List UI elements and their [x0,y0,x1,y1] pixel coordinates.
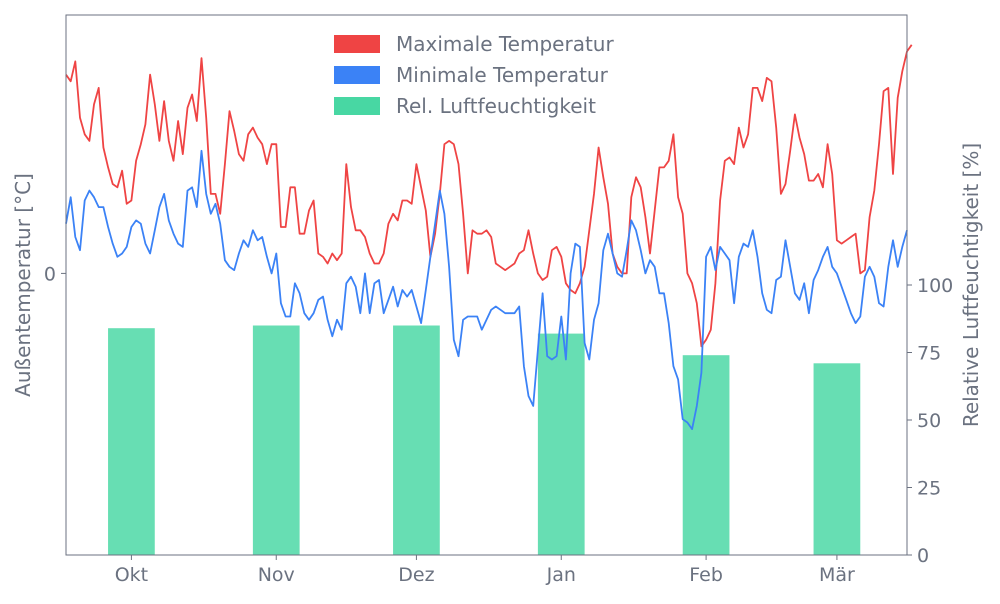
right-tick-label: 100 [917,275,953,297]
left-tick-label: 0 [44,263,56,285]
min-temperature-line [65,149,908,431]
legend-label: Rel. Luftfeuchtigkeit [396,94,596,118]
x-tick-label: Dez [398,564,434,586]
y-axis-right-label: Relative Luftfeuchtigkeit [%] [959,143,983,427]
x-axis-ticks: Okt Nov Dez Jan Feb Mär [115,555,855,586]
humidity-bar [813,363,861,555]
y-axis-left-label: Außentemperatur [°C] [11,173,35,397]
x-tick-label: Feb [689,564,723,586]
x-tick-label: Okt [115,564,148,586]
humidity-bar [537,333,585,555]
right-axis-ticks: 0 25 50 75 100 [907,275,953,567]
right-tick-label: 75 [917,343,941,365]
right-tick-label: 25 [917,478,941,500]
x-tick-label: Mär [819,564,855,586]
legend-label: Minimale Temperatur [396,63,609,87]
legend-label: Maximale Temperatur [396,32,614,56]
legend: Maximale Temperatur Minimale Temperatur Re… [334,32,614,118]
right-tick-label: 0 [917,545,929,567]
legend-swatch [334,97,380,115]
left-axis-ticks: 0 [44,263,66,285]
humidity-bar [108,328,155,555]
max-temperature-line [65,44,913,348]
humidity-bar [252,325,300,555]
x-tick-label: Nov [258,564,295,586]
x-tick-label: Jan [546,564,576,586]
humidity-bar [682,355,730,555]
humidity-bars [108,325,861,555]
legend-swatch [334,66,380,84]
temperature-lines [65,44,913,431]
right-tick-label: 50 [917,410,941,432]
legend-swatch [334,35,380,53]
humidity-bar [393,325,440,555]
